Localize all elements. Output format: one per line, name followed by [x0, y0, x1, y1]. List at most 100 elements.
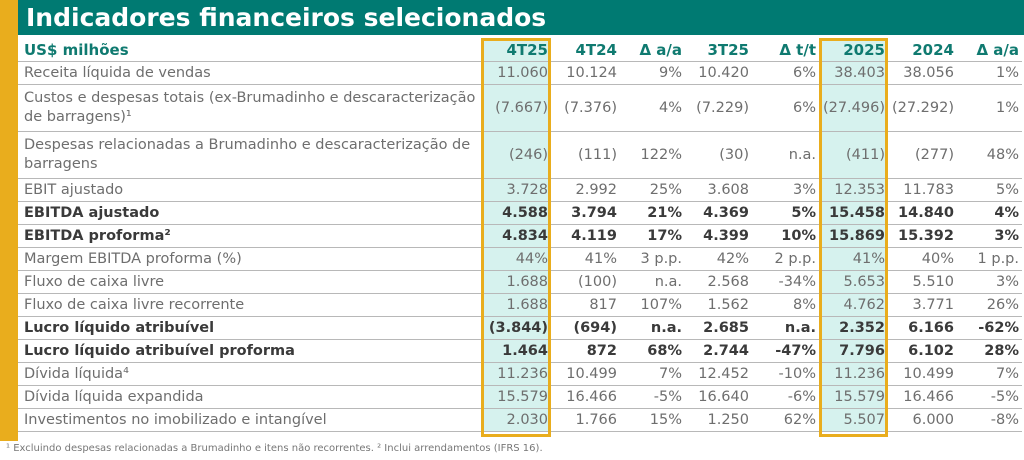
cell-value: 2.030	[481, 408, 551, 432]
cell-value: (411)	[819, 131, 888, 179]
table-row: EBITDA ajustado 4.588 3.794 21% 4.369 5% 15.45…	[18, 201, 1022, 225]
cell-value: 42%	[685, 247, 752, 271]
cell-value: 4%	[957, 201, 1022, 225]
column-header: US$ milhões	[18, 40, 481, 62]
cell-value: 122%	[620, 131, 685, 179]
cell-value: 6%	[752, 61, 819, 85]
cell-value: 10.124	[551, 61, 620, 85]
cell-value: 14.840	[888, 201, 957, 225]
cell-value: n.a.	[620, 270, 685, 294]
cell-value: 107%	[620, 293, 685, 317]
cell-value: 4.119	[551, 224, 620, 248]
accent-stripe	[0, 0, 18, 441]
cell-value: 40%	[888, 247, 957, 271]
cell-value: (27.292)	[888, 84, 957, 132]
row-label: Fluxo de caixa livre recorrente	[18, 293, 481, 317]
cell-value: 11.060	[481, 61, 551, 85]
cell-value: 10.420	[685, 61, 752, 85]
cell-value: 9%	[620, 61, 685, 85]
cell-value: 872	[551, 339, 620, 363]
cell-value: 16.466	[888, 385, 957, 409]
cell-value: 3 p.p.	[620, 247, 685, 271]
column-header: Δ a/a	[957, 40, 1022, 62]
row-label: Fluxo de caixa livre	[18, 270, 481, 294]
cell-value: 4.588	[481, 201, 551, 225]
cell-value: 4.369	[685, 201, 752, 225]
cell-value: 2.685	[685, 316, 752, 340]
cell-value: -6%	[752, 385, 819, 409]
cell-value: n.a.	[752, 316, 819, 340]
cell-value: -47%	[752, 339, 819, 363]
cell-value: 6.102	[888, 339, 957, 363]
cell-value: 5.507	[819, 408, 888, 432]
cell-value: (7.667)	[481, 84, 551, 132]
cell-value: 3.794	[551, 201, 620, 225]
cell-value: 21%	[620, 201, 685, 225]
cell-value: (7.229)	[685, 84, 752, 132]
cell-value: 2.568	[685, 270, 752, 294]
table-row: EBITDA proforma² 4.834 4.119 17% 4.399 10% 15.…	[18, 224, 1022, 248]
cell-value: (246)	[481, 131, 551, 179]
cell-value: 7.796	[819, 339, 888, 363]
table-header: US$ milhões 4T25 4T24 Δ a/a 3T25 Δ t/t 2025 202…	[18, 40, 1022, 62]
cell-value: 1.562	[685, 293, 752, 317]
table-row: Fluxo de caixa livre 1.688 (100) n.a. 2.568-…	[18, 270, 1022, 294]
cell-value: 4%	[620, 84, 685, 132]
cell-value: 5.510	[888, 270, 957, 294]
cell-value: 7%	[957, 362, 1022, 386]
table-row: EBIT ajustado 3.728 2.992 25% 3.608 3% 12.353 1…	[18, 178, 1022, 202]
cell-value: (3.844)	[481, 316, 551, 340]
cell-value: -62%	[957, 316, 1022, 340]
cell-value: 68%	[620, 339, 685, 363]
cell-value: 11.783	[888, 178, 957, 202]
cell-value: 11.236	[819, 362, 888, 386]
table-row: Lucro líquido atribuível (3.844) (694) n.a.…	[18, 316, 1022, 340]
row-label: Dívida líquida expandida	[18, 385, 481, 409]
cell-value: 3%	[957, 224, 1022, 248]
cell-value: 38.056	[888, 61, 957, 85]
cell-value: 4.399	[685, 224, 752, 248]
cell-value: 12.353	[819, 178, 888, 202]
cell-value: 16.640	[685, 385, 752, 409]
row-label: Lucro líquido atribuível	[18, 316, 481, 340]
cell-value: 3%	[957, 270, 1022, 294]
cell-value: 6.000	[888, 408, 957, 432]
cell-value: 15.392	[888, 224, 957, 248]
cell-value: 817	[551, 293, 620, 317]
cell-value: 6.166	[888, 316, 957, 340]
cell-value: 17%	[620, 224, 685, 248]
cell-value: 1.688	[481, 270, 551, 294]
row-label: Despesas relacionadas a Brumadinho e des…	[18, 131, 481, 179]
cell-value: (27.496)	[819, 84, 888, 132]
cell-value: -5%	[957, 385, 1022, 409]
cell-value: 26%	[957, 293, 1022, 317]
cell-value: 1%	[957, 61, 1022, 85]
cell-value: 1.250	[685, 408, 752, 432]
cell-value: (694)	[551, 316, 620, 340]
row-label: EBITDA ajustado	[18, 201, 481, 225]
row-label: Receita líquida de vendas	[18, 61, 481, 85]
row-label: EBITDA proforma²	[18, 224, 481, 248]
cell-value: 4.762	[819, 293, 888, 317]
cell-value: 10%	[752, 224, 819, 248]
cell-value: (30)	[685, 131, 752, 179]
cell-value: 25%	[620, 178, 685, 202]
cell-value: 2.744	[685, 339, 752, 363]
table-row: Fluxo de caixa livre recorrente 1.688 817 1…	[18, 293, 1022, 317]
cell-value: 4.834	[481, 224, 551, 248]
cell-value: 1.464	[481, 339, 551, 363]
cell-value: -8%	[957, 408, 1022, 432]
cell-value: 10.499	[551, 362, 620, 386]
table-row: Receita líquida de vendas 11.060 10.124 9% 1…	[18, 61, 1022, 85]
column-header: Δ t/t	[752, 40, 819, 62]
cell-value: (7.376)	[551, 84, 620, 132]
cell-value: 48%	[957, 131, 1022, 179]
cell-value: 3.771	[888, 293, 957, 317]
cell-value: 28%	[957, 339, 1022, 363]
row-label: Lucro líquido atribuível proforma	[18, 339, 481, 363]
cell-value: 38.403	[819, 61, 888, 85]
table-row: Margem EBITDA proforma (%) 44% 41% 3 p.p. 42…	[18, 247, 1022, 271]
table-row: Despesas relacionadas a Brumadinho e des…	[18, 131, 1022, 179]
cell-value: 5.653	[819, 270, 888, 294]
cell-value: -34%	[752, 270, 819, 294]
